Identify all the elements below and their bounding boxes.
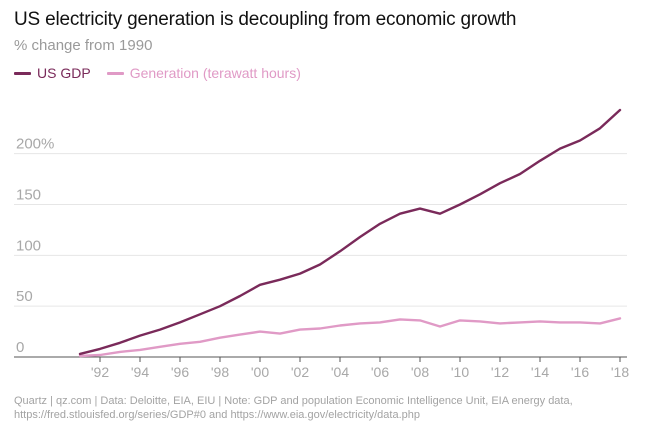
y-tick-label: 100 xyxy=(16,237,41,254)
y-tick-label: 0 xyxy=(16,339,24,356)
x-tick-label: '92 xyxy=(91,364,109,380)
x-tick-label: '14 xyxy=(531,364,549,380)
chart-subtitle: % change from 1990 xyxy=(14,37,153,54)
legend-swatch-generation xyxy=(106,71,124,75)
x-tick-label: '04 xyxy=(331,364,349,380)
line-chart: 0 50 100 150 200% '92 '94 '96 '98 '00 '02 '04 '06 '08… xyxy=(14,108,629,380)
x-tick-label: '02 xyxy=(291,364,309,380)
x-tick-label: '06 xyxy=(371,364,389,380)
x-tick-label: '16 xyxy=(571,364,589,380)
x-tick-label: '94 xyxy=(131,364,149,380)
x-tick-label: '00 xyxy=(251,364,269,380)
legend-item-gdp: US GDP xyxy=(14,65,91,81)
legend: US GDP Generation (terawatt hours) xyxy=(14,65,317,81)
y-tick-label: 50 xyxy=(16,288,33,305)
series-line-generation xyxy=(78,317,622,358)
x-tick-label: '12 xyxy=(491,364,509,380)
y-tick-label: 150 xyxy=(16,187,41,204)
x-tick-label: '08 xyxy=(411,364,429,380)
x-tick-label: '98 xyxy=(211,364,229,380)
footer-line-1: Quartz | qz.com | Data: Deloitte, EIA, E… xyxy=(14,395,573,407)
legend-item-generation: Generation (terawatt hours) xyxy=(106,65,301,81)
footer-line-2: https://fred.stlouisfed.org/series/GDP#0… xyxy=(14,409,420,421)
legend-label-gdp: US GDP xyxy=(37,65,91,81)
x-tick-label: '10 xyxy=(451,364,469,380)
chart-title: US electricity generation is decoupling … xyxy=(14,9,517,30)
legend-label-generation: Generation (terawatt hours) xyxy=(129,65,301,81)
x-tick-label: '96 xyxy=(171,364,189,380)
y-tick-label: 200% xyxy=(16,136,54,153)
series-line-gdp xyxy=(78,108,622,356)
x-tick-label: '18 xyxy=(611,364,629,380)
source-footer: Quartz | qz.com | Data: Deloitte, EIA, E… xyxy=(14,394,634,422)
legend-swatch-gdp xyxy=(14,71,31,75)
